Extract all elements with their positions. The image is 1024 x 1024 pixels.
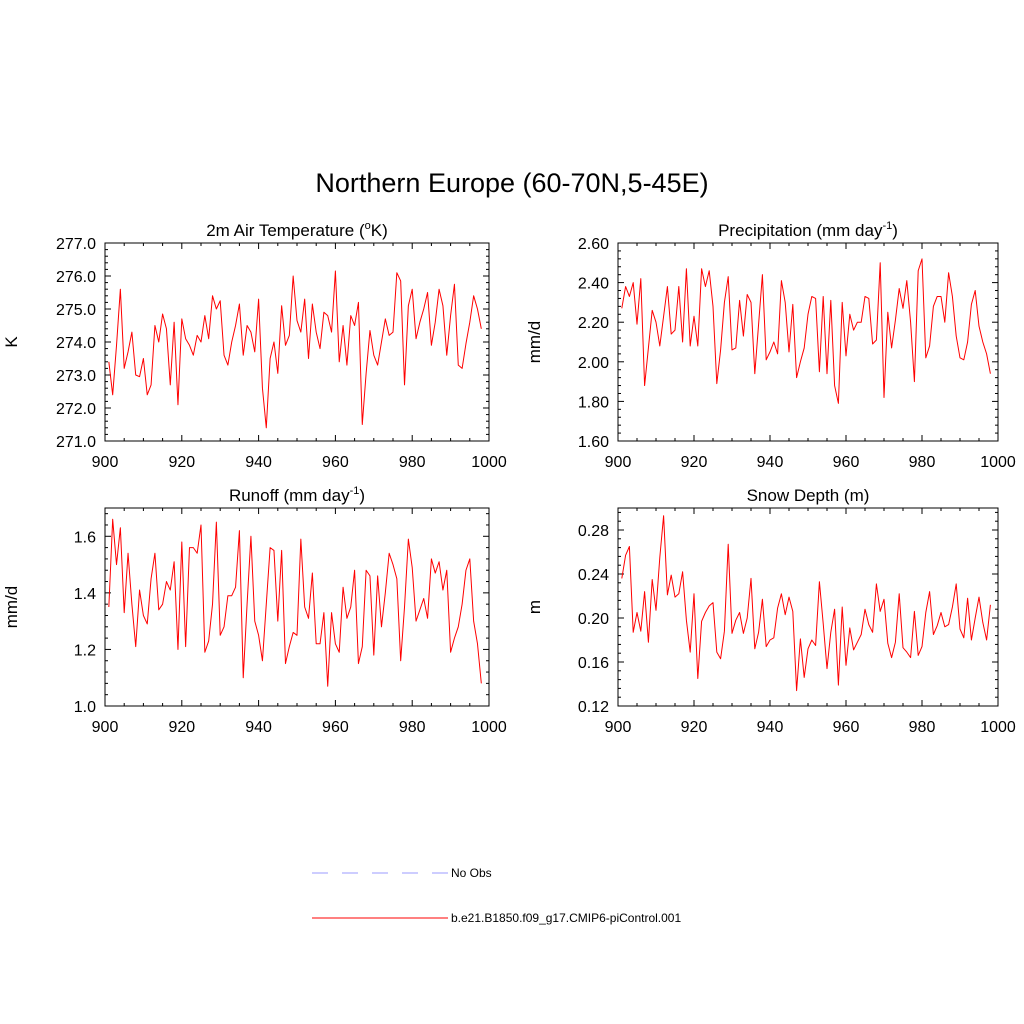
y-axis-label: m (525, 600, 544, 614)
y-tick-label: 1.60 (578, 434, 609, 451)
y-tick-label: 2.40 (578, 276, 609, 293)
x-tick-label: 940 (757, 454, 784, 471)
x-tick-label: 960 (322, 719, 349, 736)
x-tick-label: 980 (399, 719, 426, 736)
x-tick-label: 900 (92, 454, 119, 471)
y-axis-label: mm/d (525, 321, 544, 364)
x-tick-label: 980 (399, 454, 426, 471)
y-tick-label: 2.20 (578, 315, 609, 332)
x-tick-label: 960 (322, 454, 349, 471)
legend-obs-swatch (312, 872, 448, 874)
x-tick-label: 940 (757, 719, 784, 736)
x-tick-label: 920 (168, 719, 195, 736)
y-tick-label: 0.28 (578, 523, 609, 540)
y-tick-label: 1.2 (74, 642, 96, 659)
plot-frame (617, 507, 999, 707)
y-tick-label: 2.60 (578, 236, 609, 253)
y-tick-label: 0.12 (578, 699, 609, 716)
y-tick-label: 0.20 (578, 611, 609, 628)
series-line-model (621, 258, 991, 404)
x-tick-label: 1000 (471, 454, 507, 471)
panel-2m-air-temperature-k: 900 920 940 960 980 1000 271.0 272.0 273.0 274.0 2… (2, 220, 507, 471)
series-line-model (621, 515, 991, 692)
y-tick-label: 1.80 (578, 394, 609, 411)
x-tick-label: 1000 (471, 719, 507, 736)
y-axis-label: K (2, 336, 21, 348)
x-tick-label: 960 (833, 719, 860, 736)
x-tick-label: 980 (909, 719, 936, 736)
y-tick-label: 274.0 (56, 335, 96, 352)
legend-obs-label: No Obs (451, 866, 492, 880)
legend-model-swatch (312, 917, 448, 919)
x-tick-label: 1000 (980, 454, 1016, 471)
y-tick-label: 1.0 (74, 699, 96, 716)
panel-title: Precipitation (mm day-1) (718, 220, 898, 240)
y-tick-label: 275.0 (56, 302, 96, 319)
plot-frame (617, 242, 999, 442)
x-tick-label: 1000 (980, 719, 1016, 736)
x-tick-label: 920 (168, 454, 195, 471)
panel-snow-depth-m: 900 920 940 960 980 1000 0.12 0.16 0.20 0.24 0.28 m… (525, 486, 1016, 736)
panel-precipitation-mm-day: 900 920 940 960 980 1000 1.60 1.80 2.00 2.20 2.40 2… (525, 220, 1016, 471)
legend-model-label: b.e21.B1850.f09_g17.CMIP6-piControl.001 (451, 911, 682, 925)
x-tick-label: 940 (245, 719, 272, 736)
y-tick-label: 271.0 (56, 434, 96, 451)
y-axis-label: mm/d (2, 586, 21, 629)
y-tick-label: 0.16 (578, 655, 609, 672)
y-tick-label: 276.0 (56, 269, 96, 286)
y-tick-label: 2.00 (578, 355, 609, 372)
x-tick-label: 900 (92, 719, 119, 736)
y-tick-label: 1.6 (74, 529, 96, 546)
x-tick-label: 940 (245, 454, 272, 471)
series-line-model (108, 518, 482, 687)
y-tick-label: 0.24 (578, 567, 609, 584)
panel-title: Snow Depth (m) (747, 486, 870, 505)
panel-runoff-mm-day: 900 920 940 960 980 1000 1.0 1.2 1.4 1.6 mm/d Runof… (2, 485, 507, 736)
page-title: Northern Europe (60-70N,5-45E) (315, 168, 709, 198)
panel-title: 2m Air Temperature (oK) (206, 220, 388, 240)
x-tick-label: 920 (681, 719, 708, 736)
panel-title: Runoff (mm day-1) (229, 485, 365, 505)
y-tick-label: 277.0 (56, 236, 96, 253)
x-tick-label: 960 (833, 454, 860, 471)
x-tick-label: 920 (681, 454, 708, 471)
x-tick-label: 900 (605, 454, 632, 471)
y-tick-label: 273.0 (56, 368, 96, 385)
y-tick-label: 1.4 (74, 586, 96, 603)
x-tick-label: 980 (909, 454, 936, 471)
plot-frame (104, 507, 490, 707)
x-tick-label: 900 (605, 719, 632, 736)
series-line-model (108, 270, 482, 429)
y-tick-label: 272.0 (56, 401, 96, 418)
